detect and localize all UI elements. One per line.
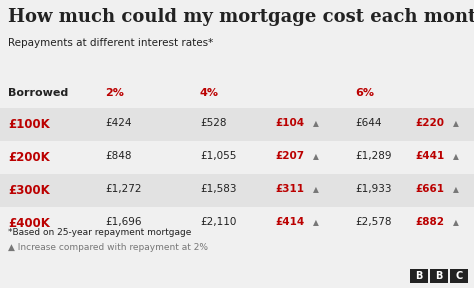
Text: £441: £441 [415,151,444,161]
Bar [410,269,428,283]
Text: B: B [415,271,423,281]
Text: £311: £311 [275,184,304,194]
Text: ▲: ▲ [313,119,319,128]
Text: £220: £220 [415,118,444,128]
Text: ▲ Increase compared with repayment at 2%: ▲ Increase compared with repayment at 2% [8,243,208,252]
Text: ▲: ▲ [453,218,459,227]
Text: £100K: £100K [8,118,50,131]
Text: Borrowed: Borrowed [8,88,68,98]
Text: 6%: 6% [355,88,374,98]
Text: £1,272: £1,272 [105,184,142,194]
Text: ▲: ▲ [453,152,459,161]
Text: £104: £104 [275,118,304,128]
Text: £1,289: £1,289 [355,151,392,161]
Text: £848: £848 [105,151,131,161]
Text: £661: £661 [415,184,444,194]
Bar [0,108,474,141]
Text: £414: £414 [275,217,304,227]
Text: 4%: 4% [200,88,219,98]
Text: £200K: £200K [8,151,50,164]
Text: £882: £882 [415,217,444,227]
Bar [0,174,474,207]
Text: £424: £424 [105,118,131,128]
Text: £400K: £400K [8,217,50,230]
Text: ▲: ▲ [313,185,319,194]
Text: ▲: ▲ [453,119,459,128]
Text: £1,933: £1,933 [355,184,392,194]
Bar [430,269,448,283]
Text: Repayments at different interest rates*: Repayments at different interest rates* [8,38,213,48]
Text: 2%: 2% [105,88,124,98]
Bar [450,269,468,283]
Text: £207: £207 [275,151,304,161]
Text: £1,055: £1,055 [200,151,237,161]
Text: £528: £528 [200,118,227,128]
Text: £2,578: £2,578 [355,217,392,227]
Text: ▲: ▲ [313,218,319,227]
Text: How much could my mortgage cost each month?: How much could my mortgage cost each mon… [8,8,474,26]
Text: £300K: £300K [8,184,50,197]
Text: C: C [456,271,463,281]
Text: £1,583: £1,583 [200,184,237,194]
Text: £1,696: £1,696 [105,217,142,227]
Text: £2,110: £2,110 [200,217,237,227]
Text: B: B [435,271,443,281]
Text: £644: £644 [355,118,382,128]
Text: *Based on 25-year repayment mortgage: *Based on 25-year repayment mortgage [8,228,191,237]
Text: ▲: ▲ [453,185,459,194]
Text: ▲: ▲ [313,152,319,161]
